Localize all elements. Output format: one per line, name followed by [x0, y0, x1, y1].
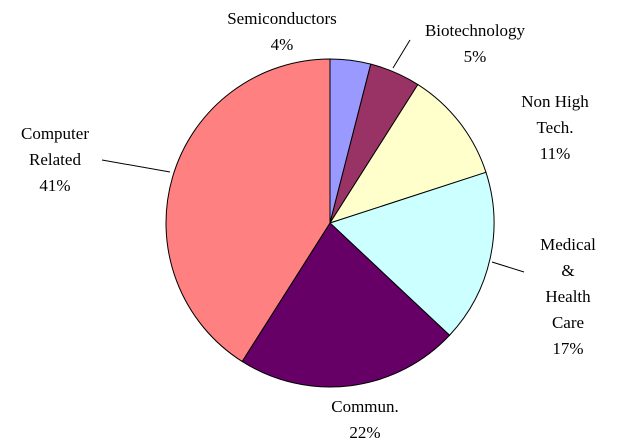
- value-label: 17%: [552, 339, 584, 358]
- category-label: Biotechnology: [424, 21, 526, 40]
- slice-label: Semiconductors 4%: [227, 6, 337, 58]
- pie-slice: [241, 222, 451, 388]
- slice-label: Commun. 22%: [331, 394, 399, 446]
- value-label: 5%: [463, 47, 487, 66]
- category-label: Computer Related: [21, 124, 89, 169]
- value-label: 22%: [349, 423, 381, 442]
- value-label: 41%: [39, 176, 71, 195]
- category-label: Commun.: [331, 397, 399, 416]
- pie-slice: [328, 83, 487, 224]
- slice-label: Computer Related 41%: [21, 121, 89, 199]
- slice-label: Biotechnology 5%: [425, 18, 525, 70]
- slice-label: Non High Tech. 11%: [515, 89, 595, 167]
- value-label: 4%: [270, 35, 294, 54]
- value-label: 11%: [539, 144, 571, 163]
- category-label: Non High Tech.: [521, 92, 589, 137]
- slice-label: Medical & Health Care 17%: [535, 232, 602, 362]
- pie-slice: [165, 58, 331, 363]
- pie: [165, 58, 495, 388]
- leader-line: [491, 261, 525, 273]
- category-label: Medical & Health Care: [540, 235, 596, 332]
- leader-line: [101, 159, 171, 173]
- leader-line: [392, 39, 411, 69]
- pie-slice: [329, 171, 495, 336]
- category-label: Semiconductors: [227, 9, 337, 28]
